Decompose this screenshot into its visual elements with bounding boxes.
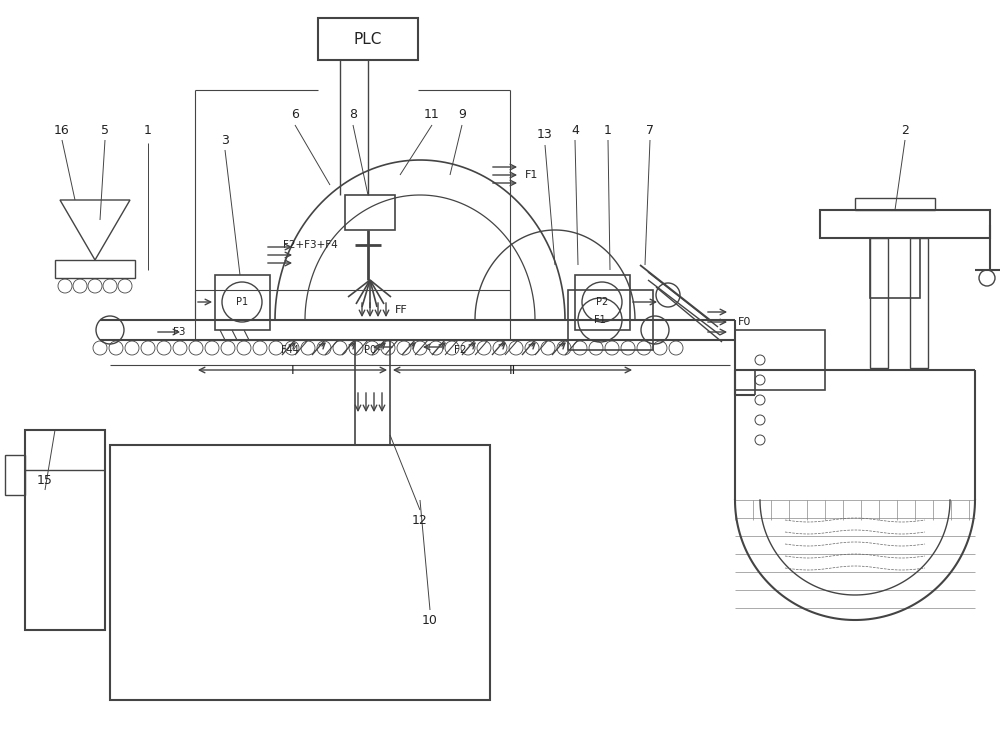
Text: F2: F2	[454, 345, 466, 355]
Text: F1: F1	[594, 315, 606, 325]
Text: PLC: PLC	[354, 31, 382, 46]
Text: 2: 2	[901, 124, 909, 136]
Bar	[910, 238, 928, 368]
Bar	[25, 430, 105, 630]
Text: 7: 7	[646, 124, 654, 136]
Bar	[820, 210, 990, 238]
Text: 11: 11	[424, 109, 440, 121]
Text: 16: 16	[54, 124, 70, 136]
Text: P2: P2	[596, 297, 608, 307]
Text: 9: 9	[458, 109, 466, 121]
Text: 1: 1	[604, 124, 612, 136]
Text: II: II	[508, 363, 516, 377]
Bar	[345, 195, 395, 230]
Text: 10: 10	[422, 613, 438, 626]
Bar	[5, 455, 25, 495]
Text: P0: P0	[364, 345, 376, 355]
Bar	[318, 18, 418, 60]
Text: 1: 1	[144, 124, 152, 136]
Bar	[735, 330, 825, 390]
Text: P1: P1	[236, 297, 248, 307]
Text: F1: F1	[525, 170, 538, 180]
Text: I: I	[291, 363, 295, 377]
Bar	[215, 275, 270, 330]
Text: 12: 12	[412, 514, 428, 527]
Text: F2+F3+F4: F2+F3+F4	[283, 240, 337, 250]
Bar	[870, 238, 888, 368]
Text: 5: 5	[101, 124, 109, 136]
Bar	[110, 445, 490, 700]
Text: 6: 6	[291, 109, 299, 121]
Text: 15: 15	[37, 473, 53, 487]
Text: 13: 13	[537, 129, 553, 142]
Bar	[870, 238, 920, 298]
Text: F3: F3	[173, 327, 185, 337]
Text: FF: FF	[395, 305, 408, 315]
Text: 3: 3	[221, 133, 229, 147]
Bar	[855, 198, 935, 210]
Text: F0: F0	[738, 317, 751, 327]
Text: 4: 4	[571, 124, 579, 136]
Bar	[55, 260, 135, 278]
Text: F44: F44	[281, 345, 299, 355]
Bar	[575, 275, 630, 330]
Bar	[568, 290, 653, 350]
Text: 8: 8	[349, 109, 357, 121]
